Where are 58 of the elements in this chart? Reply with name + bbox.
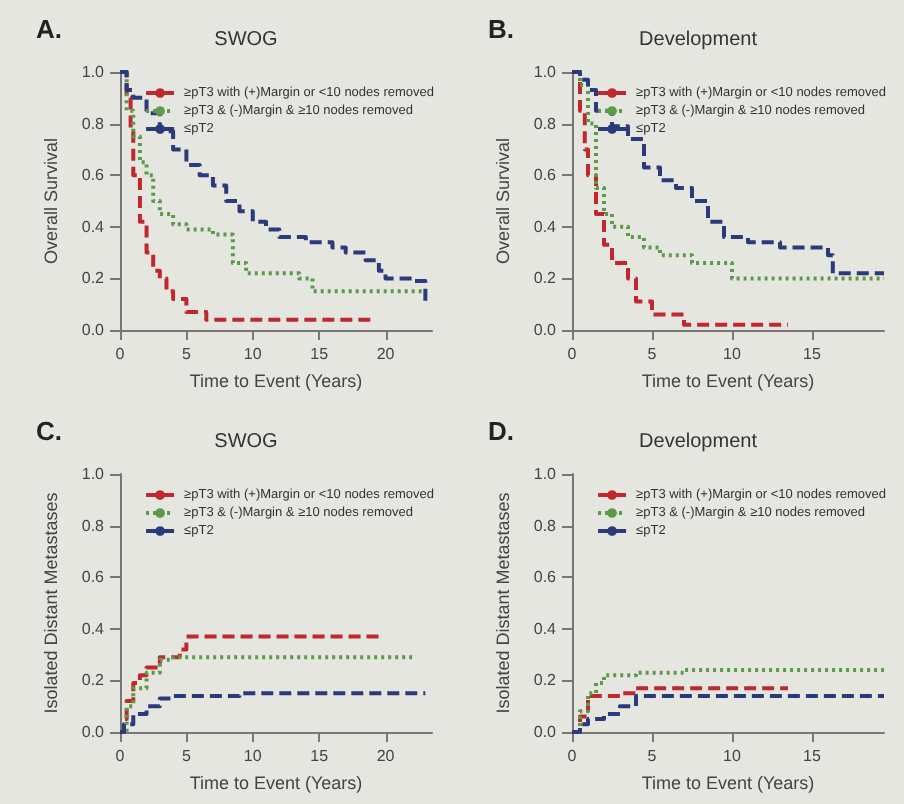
x-tick-label: 15 — [803, 345, 822, 363]
text: A. — [36, 14, 62, 44]
x-tick-label: 5 — [647, 747, 658, 765]
x-tick-label: 10 — [243, 747, 263, 765]
y-tick-label: 0.8 — [81, 516, 106, 535]
x-tick-label: 5 — [181, 345, 192, 363]
x-axis-title: Time to Event (Years) — [641, 370, 815, 391]
y-tick-label: 1.0 — [533, 465, 558, 483]
chart-title: Development — [639, 29, 758, 51]
chart-title: SWOG — [214, 431, 279, 453]
x-tick-label: 15 — [310, 747, 330, 765]
x-tick-label: 10 — [723, 747, 742, 765]
text: D. — [488, 416, 514, 446]
x-tick-label: 0 — [567, 345, 578, 363]
y-tick-label: 0.0 — [533, 321, 558, 339]
y-tick-label: 0.0 — [533, 723, 558, 741]
x-tick-label: 0 — [567, 747, 578, 765]
y-tick-label: 1.0 — [81, 465, 106, 483]
x-tick-label: 15 — [803, 747, 822, 765]
y-tick-label: 1.0 — [533, 63, 558, 81]
y-axis-title: Isolated Distant Metastases — [40, 491, 61, 714]
y-axis-title: Overall Survival — [492, 137, 513, 265]
y-tick-label: 0.0 — [81, 321, 106, 339]
y-tick-label: 1.0 — [81, 63, 106, 81]
x-axis-title: Time to Event (Years) — [189, 772, 363, 793]
chart-title: Development — [639, 431, 758, 453]
y-tick-label: 0.6 — [81, 166, 106, 185]
x-axis-title: Time to Event (Years) — [189, 370, 363, 391]
y-tick-label: 0.4 — [533, 217, 558, 236]
y-tick-label: 0.6 — [81, 568, 106, 587]
y-tick-label: 0.2 — [533, 671, 558, 690]
text: B. — [488, 14, 514, 44]
x-tick-label: 15 — [310, 345, 330, 363]
chart-title: SWOG — [214, 29, 279, 51]
y-tick-label: 0.4 — [533, 619, 558, 638]
x-tick-label: 5 — [181, 747, 192, 765]
x-tick-label: 10 — [243, 345, 263, 363]
x-tick-label: 20 — [376, 747, 396, 765]
y-tick-label: 0.2 — [81, 671, 106, 690]
y-tick-label: 0.0 — [81, 723, 106, 741]
y-tick-label: 0.2 — [533, 269, 558, 288]
y-tick-label: 0.4 — [81, 217, 106, 236]
y-tick-label: 0.8 — [81, 114, 106, 133]
x-tick-label: 20 — [376, 345, 396, 363]
text: C. — [36, 416, 62, 446]
y-tick-label: 0.6 — [533, 568, 558, 587]
x-tick-label: 5 — [647, 345, 658, 363]
y-axis-title: Overall Survival — [40, 137, 61, 265]
y-tick-label: 0.4 — [81, 619, 106, 638]
y-tick-label: 0.6 — [533, 166, 558, 185]
y-tick-label: 0.2 — [81, 269, 106, 288]
y-tick-label: 0.8 — [533, 516, 558, 535]
x-tick-label: 10 — [723, 345, 742, 363]
y-tick-label: 0.8 — [533, 114, 558, 133]
y-axis-title: Isolated Distant Metastases — [492, 491, 513, 714]
x-tick-label: 0 — [115, 747, 126, 765]
x-tick-label: 0 — [115, 345, 126, 363]
x-axis-title: Time to Event (Years) — [641, 772, 815, 793]
